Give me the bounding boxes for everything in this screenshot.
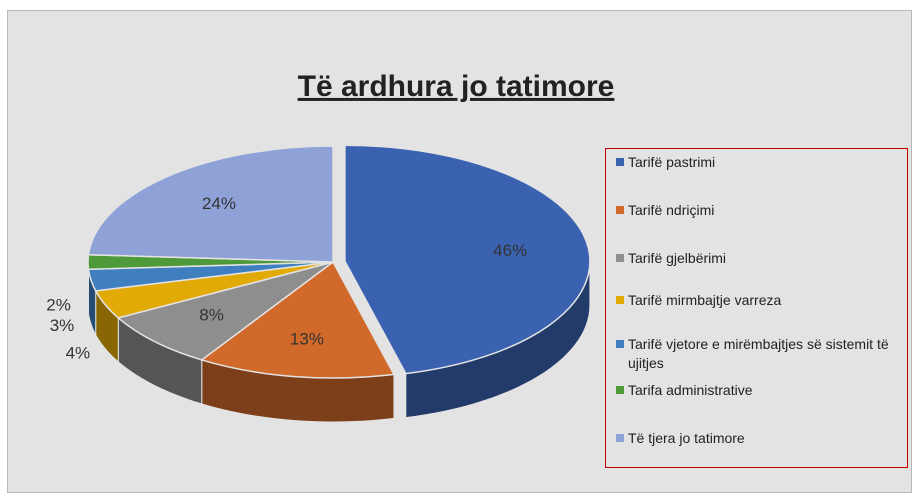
legend-item: Të tjera jo tatimore bbox=[616, 429, 908, 448]
legend-item: Tarifë pastrimi bbox=[616, 153, 908, 172]
slice bbox=[116, 261, 334, 361]
data-label: 24% bbox=[202, 194, 236, 213]
data-label: 46% bbox=[493, 241, 527, 260]
legend-swatch bbox=[616, 254, 624, 262]
legend-label: Tarifë mirmbajtje varreza bbox=[628, 292, 782, 308]
data-label: 3% bbox=[50, 316, 75, 335]
legend-label: Tarifa administrative bbox=[628, 382, 753, 398]
legend: Tarifë pastrimi Tarifë ndriçimi Tarifë gje… bbox=[605, 148, 908, 468]
data-label: 8% bbox=[199, 305, 224, 324]
chart-title: Të ardhura jo tatimore bbox=[298, 70, 615, 103]
legend-swatch bbox=[616, 206, 624, 214]
legend-item: Tarifë vjetore e mirëmbajtjes së sistemi… bbox=[616, 335, 908, 373]
data-labels: 46% 13% 8% 4% 3% 2% 24% bbox=[46, 194, 527, 362]
legend-item: Tarifë ndriçimi bbox=[616, 201, 908, 220]
legend-swatch bbox=[616, 296, 624, 304]
legend-swatch bbox=[616, 158, 624, 166]
legend-label: Tarifë ndriçimi bbox=[628, 202, 715, 218]
pie-tops bbox=[87, 144, 591, 379]
legend-label: Tarifë gjelbërimi bbox=[628, 250, 727, 266]
slice bbox=[87, 145, 334, 263]
legend-item: Tarifë mirmbajtje varreza bbox=[616, 291, 908, 310]
legend-item: Tarifë gjelbërimi bbox=[616, 249, 908, 268]
data-label: 13% bbox=[290, 329, 324, 348]
legend-swatch bbox=[616, 434, 624, 442]
legend-label: Tarifë pastrimi bbox=[628, 154, 716, 170]
slice bbox=[200, 260, 396, 379]
legend-swatch bbox=[616, 340, 624, 348]
data-label: 2% bbox=[46, 295, 71, 314]
slice bbox=[344, 144, 591, 375]
legend-swatch bbox=[616, 386, 624, 394]
legend-label: Tarifë vjetore e mirëmbajtjes së sistemi… bbox=[628, 336, 889, 371]
legend-item: Tarifa administrative bbox=[616, 381, 908, 400]
pie-sides bbox=[87, 261, 591, 423]
legend-label: Të tjera jo tatimore bbox=[628, 430, 745, 446]
data-label: 4% bbox=[66, 343, 91, 362]
